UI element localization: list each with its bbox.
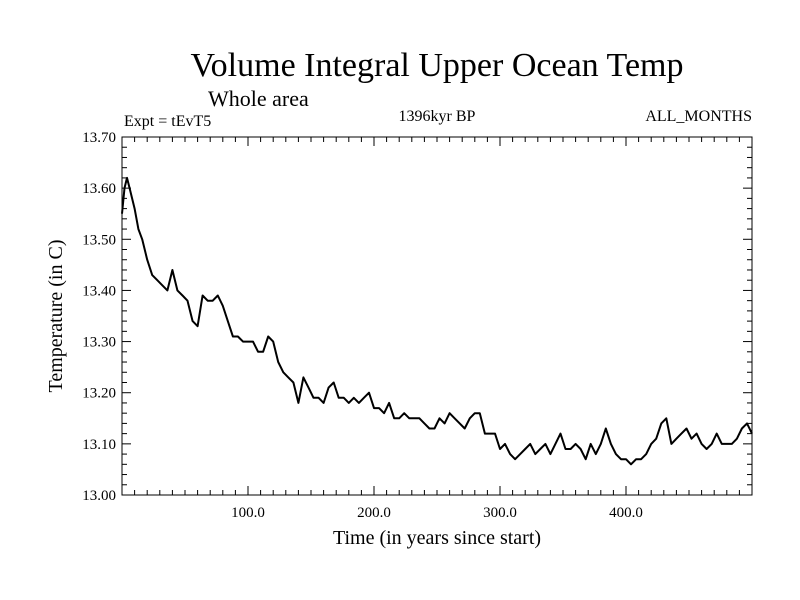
x-tick-label: 100.0 xyxy=(231,505,265,521)
x-tick-label: 200.0 xyxy=(357,505,391,521)
x-tick-label: 400.0 xyxy=(609,505,643,521)
y-tick-label: 13.50 xyxy=(82,232,116,248)
y-tick-label: 13.70 xyxy=(82,130,116,146)
chart-subtitle: Whole area xyxy=(208,86,309,111)
y-tick-label: 13.30 xyxy=(82,335,116,351)
series-line xyxy=(121,176,753,466)
x-tick-label: 300.0 xyxy=(483,505,517,521)
chart-title: Volume Integral Upper Ocean Temp xyxy=(191,47,684,84)
y-axis-label: Temperature (in C) xyxy=(45,240,67,393)
period-label: 1396kyr BP xyxy=(399,108,476,125)
y-tick-label: 13.00 xyxy=(82,488,116,504)
y-tick-label: 13.60 xyxy=(82,181,116,197)
y-axis: 13.00 13.10 13.20 13.30 13.40 13.50 13.60 13.70 xyxy=(82,130,752,504)
y-tick-label: 13.20 xyxy=(82,386,116,402)
y-tick-label: 13.40 xyxy=(82,283,116,299)
x-axis-label: Time (in years since start) xyxy=(333,527,541,549)
x-axis: 100.0 200.0 300.0 400.0 xyxy=(134,137,740,521)
experiment-label: Expt = tEvT5 xyxy=(124,113,211,130)
y-tick-label: 13.10 xyxy=(82,437,116,453)
months-label: ALL_MONTHS xyxy=(645,108,752,125)
